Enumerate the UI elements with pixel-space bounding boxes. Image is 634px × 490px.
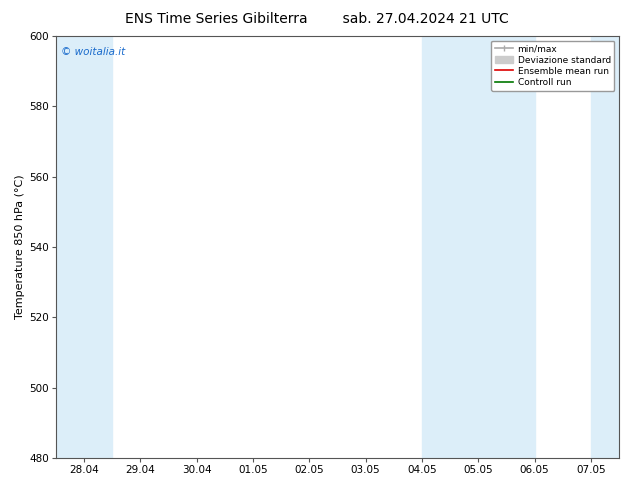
- Y-axis label: Temperature 850 hPa (°C): Temperature 850 hPa (°C): [15, 175, 25, 319]
- Text: ENS Time Series Gibilterra        sab. 27.04.2024 21 UTC: ENS Time Series Gibilterra sab. 27.04.20…: [125, 12, 509, 26]
- Text: © woitalia.it: © woitalia.it: [61, 47, 126, 57]
- Bar: [56, 36, 112, 458]
- Legend: min/max, Deviazione standard, Ensemble mean run, Controll run: min/max, Deviazione standard, Ensemble m…: [491, 41, 614, 91]
- Bar: [591, 36, 619, 458]
- Bar: [422, 36, 534, 458]
